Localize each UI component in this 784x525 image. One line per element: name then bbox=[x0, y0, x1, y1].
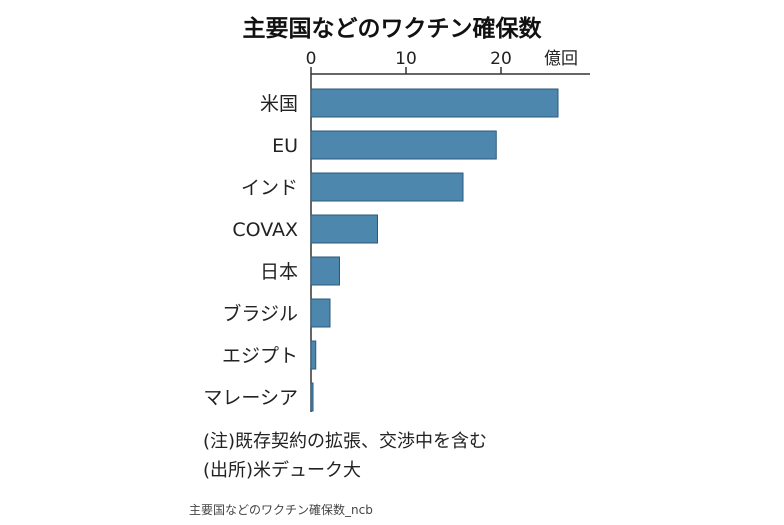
bar bbox=[310, 298, 331, 328]
x-tick-label: 0 bbox=[306, 49, 317, 69]
x-axis: 0 10 20 億回 bbox=[306, 49, 590, 412]
bar bbox=[310, 130, 497, 160]
bar bbox=[310, 256, 340, 286]
bar bbox=[310, 382, 314, 412]
bar bbox=[310, 172, 464, 202]
chart-title: 主要国などのワクチン確保数 bbox=[243, 15, 543, 42]
note-scope: (注)既存契約の拡張、交渉中を含む bbox=[203, 431, 487, 452]
bar bbox=[310, 214, 378, 244]
x-axis-unit: 億回 bbox=[544, 49, 578, 69]
x-tick-label: 20 bbox=[490, 49, 512, 69]
bar bbox=[310, 88, 559, 118]
category-label: COVAX bbox=[232, 219, 298, 241]
image-caption: 主要国などのワクチン確保数_ncb bbox=[189, 502, 373, 517]
category-label: 米国 bbox=[260, 93, 298, 115]
bar bbox=[310, 340, 317, 370]
category-label: エジプト bbox=[222, 345, 298, 367]
category-label: ブラジル bbox=[222, 302, 298, 325]
note-source: (出所)米デューク大 bbox=[203, 460, 361, 481]
bar-series bbox=[310, 88, 559, 412]
category-label: 日本 bbox=[260, 261, 298, 283]
category-label: EU bbox=[272, 135, 298, 157]
x-tick-label: 10 bbox=[395, 49, 417, 69]
category-label: マレーシア bbox=[203, 387, 298, 409]
category-label: インド bbox=[241, 177, 298, 199]
